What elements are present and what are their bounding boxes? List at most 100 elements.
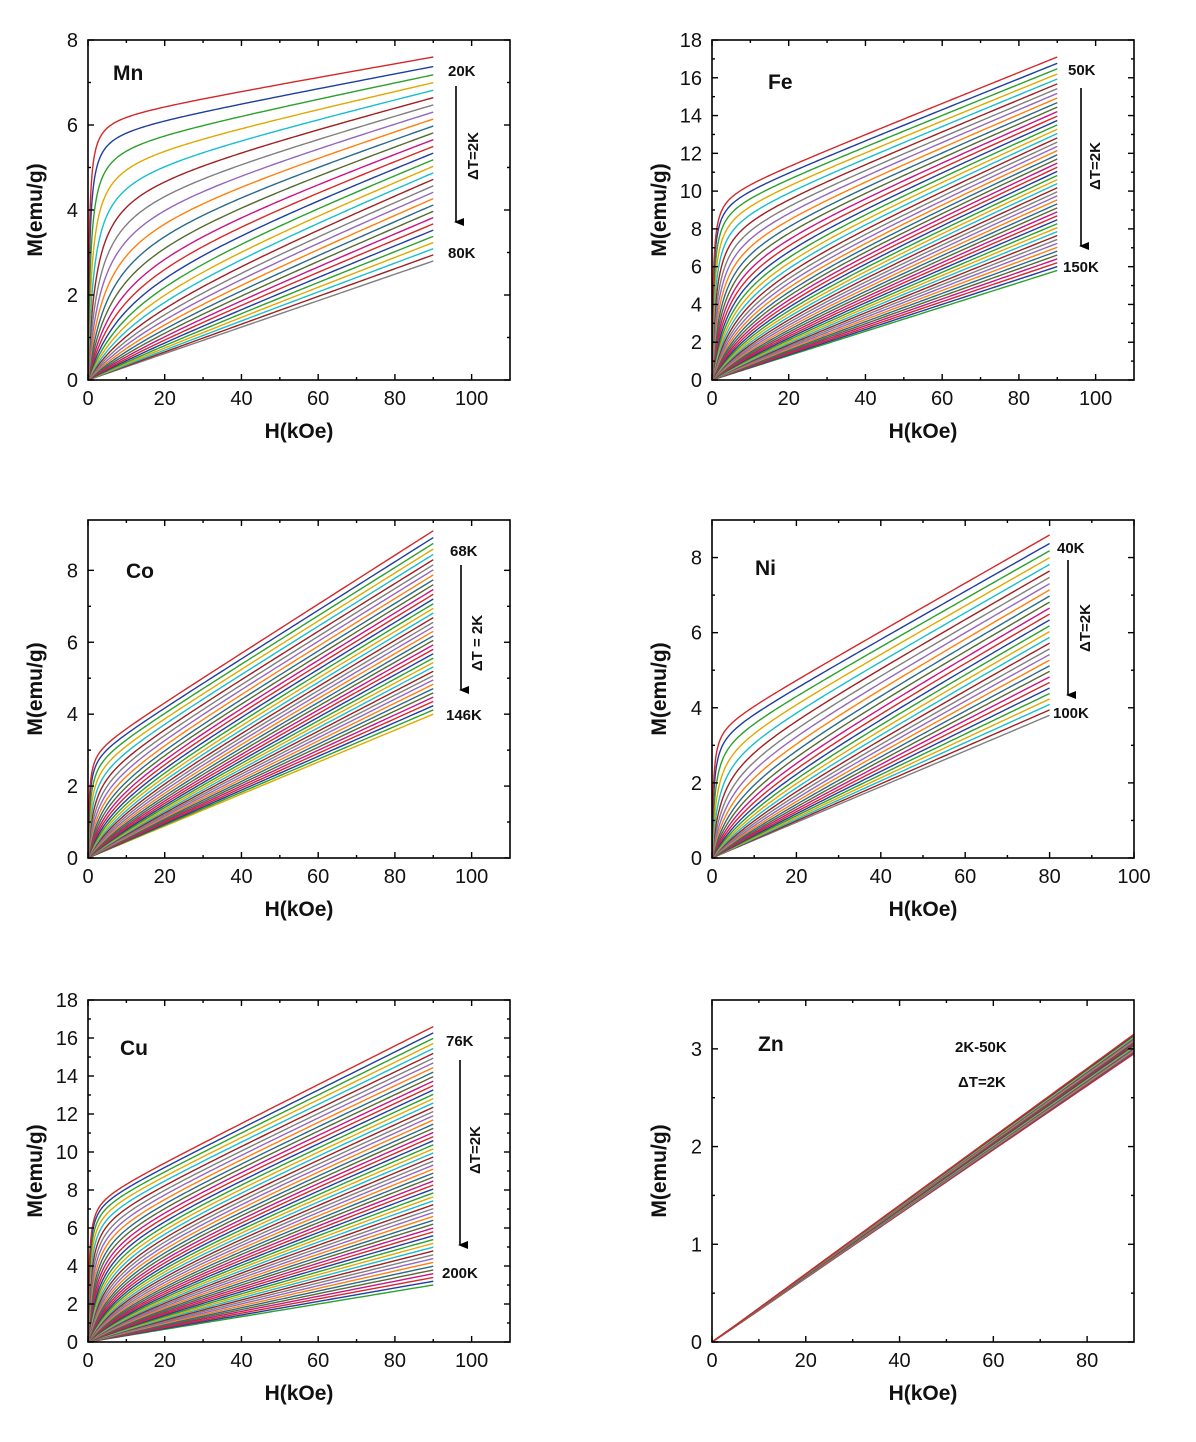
- panel-fe: 0 20 40 60 80 100 0 2 4 6 8 10 12 14 16 18 H(kOe) M(emu/g…: [648, 30, 1135, 443]
- series-line: [712, 191, 1058, 380]
- series-line: [88, 1071, 434, 1342]
- y-tick-label: 2: [691, 332, 702, 354]
- x-tick-label: 80: [1008, 388, 1030, 410]
- x-tick-label: 0: [706, 1350, 717, 1372]
- series-line: [88, 139, 434, 380]
- series-line: [88, 574, 434, 858]
- series-line: [88, 1110, 434, 1342]
- series-line: [88, 1066, 434, 1342]
- series-line: [88, 1037, 434, 1342]
- y-tick-label: 14: [56, 1066, 78, 1088]
- series-line: [88, 1148, 434, 1342]
- temperature-end-label: 146K: [446, 707, 482, 724]
- series-line: [712, 119, 1058, 380]
- y-tick-label: 6: [691, 623, 702, 645]
- x-tick-label: 60: [982, 1350, 1004, 1372]
- y-tick-label: 18: [680, 30, 702, 52]
- series-line: [88, 1144, 434, 1342]
- series-line: [88, 1089, 434, 1342]
- x-tick-label: 80: [384, 1350, 406, 1372]
- series-line: [88, 593, 434, 858]
- x-tick-label: 60: [931, 388, 953, 410]
- series-line: [88, 584, 434, 858]
- series-line: [88, 1168, 434, 1342]
- panel-zn: 0 20 40 60 80 0 1 2 3 H(kOe) M(emu/g) Zn 2K-50K ΔT=2K: [648, 999, 1135, 1405]
- series-line: [88, 635, 434, 858]
- y-tick-label: 0: [67, 848, 78, 870]
- series-line: [712, 642, 1050, 858]
- x-tick-label: 60: [954, 866, 976, 888]
- series-line: [88, 607, 434, 858]
- series-line: [712, 97, 1058, 380]
- series-line: [88, 1080, 434, 1342]
- series-line: [712, 648, 1050, 858]
- series-line: [88, 111, 434, 380]
- series-line: [712, 557, 1050, 858]
- series-line: [712, 56, 1058, 380]
- series-line: [88, 1160, 434, 1342]
- panel-label: Cu: [120, 1037, 148, 1060]
- series-line: [88, 626, 434, 858]
- panel-mn: 0 20 40 60 80 100 0 2 4 6 8 H(kOe) M(emu/g) Mn 20K 80K Δ…: [24, 30, 511, 443]
- y-tick-label: 4: [67, 200, 78, 222]
- x-tick-label: 40: [230, 866, 252, 888]
- y-tick-label: 2: [691, 773, 702, 795]
- x-axis-title: H(kOe): [265, 898, 334, 921]
- series-line: [712, 636, 1050, 858]
- plot-frame: [87, 519, 511, 859]
- series-line: [712, 534, 1050, 858]
- x-tick-label: 20: [795, 1350, 817, 1372]
- temperature-step-label: ΔT=2K: [1077, 604, 1094, 652]
- series-line: [88, 1119, 434, 1342]
- curves: [712, 534, 1050, 858]
- y-tick-label: 8: [691, 219, 702, 241]
- series-line: [88, 1135, 434, 1342]
- x-tick-label: 0: [706, 388, 717, 410]
- series-line: [712, 137, 1058, 380]
- panel-label: Fe: [768, 71, 793, 94]
- x-tick-label: 40: [888, 1350, 910, 1372]
- series-line: [712, 607, 1050, 858]
- series-line: [712, 101, 1058, 380]
- temperature-start-label: 20K: [448, 63, 476, 80]
- x-tick-label: 60: [307, 388, 329, 410]
- series-line: [88, 564, 434, 858]
- series-line: [712, 158, 1058, 380]
- y-tick-label: 3: [691, 1039, 702, 1061]
- y-axis-title: M(emu/g): [24, 642, 47, 735]
- x-tick-label: 60: [307, 1350, 329, 1372]
- y-tick-label: 2: [67, 285, 78, 307]
- series-line: [712, 589, 1050, 858]
- series-line: [88, 216, 434, 380]
- temperature-end-label: 100K: [1053, 705, 1089, 722]
- y-tick-label: 12: [56, 1104, 78, 1126]
- series-line: [712, 619, 1050, 858]
- series-line: [712, 183, 1058, 380]
- curves: [88, 530, 434, 858]
- series-line: [88, 559, 434, 858]
- x-axis-title: H(kOe): [265, 1382, 334, 1405]
- y-tick-label: 0: [691, 1332, 702, 1354]
- series-line: [88, 159, 434, 380]
- y-tick-label: 8: [67, 1180, 78, 1202]
- x-tick-label: 20: [778, 388, 800, 410]
- temperature-step-label: ΔT=2K: [467, 1126, 484, 1174]
- series-line: [88, 598, 434, 858]
- series-line: [88, 254, 434, 380]
- panel-ni: 0 20 40 60 80 100 0 2 4 6 8 H(kOe) M(emu/g) Ni 40K 100K…: [648, 519, 1151, 921]
- series-line: [712, 659, 1050, 858]
- series-line: [88, 1057, 434, 1342]
- y-tick-label: 4: [67, 1256, 78, 1278]
- series-line: [88, 1164, 434, 1342]
- series-line: [88, 132, 434, 380]
- series-line: [88, 165, 434, 380]
- x-axis-title: H(kOe): [889, 420, 958, 443]
- y-tick-label: 6: [67, 115, 78, 137]
- series-line: [88, 56, 434, 380]
- y-tick-label: 4: [691, 698, 702, 720]
- series-line: [712, 258, 1058, 380]
- series-line: [712, 170, 1058, 380]
- series-line: [712, 698, 1050, 858]
- x-tick-label: 20: [154, 866, 176, 888]
- y-tick-label: 0: [691, 370, 702, 392]
